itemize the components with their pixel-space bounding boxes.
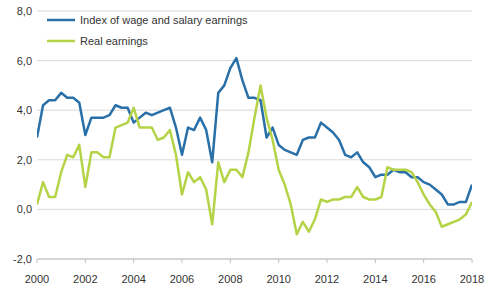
x-tick-label: 2008 — [218, 273, 242, 285]
y-tick-label: 2,0 — [17, 154, 32, 166]
x-tick-label: 2010 — [266, 273, 290, 285]
y-tick-label: 0,0 — [17, 203, 32, 215]
x-tick — [133, 259, 134, 263]
legend-label: Real earnings — [80, 35, 148, 47]
legend-label: Index of wage and salary earnings — [80, 14, 248, 26]
x-tick — [230, 259, 231, 263]
x-tick-label: 2016 — [411, 273, 435, 285]
grid-line — [37, 11, 472, 12]
plot-area — [37, 58, 472, 234]
legend-swatch — [47, 40, 75, 43]
grid-line — [37, 259, 472, 260]
x-tick-label: 2014 — [363, 273, 387, 285]
grid-line — [37, 60, 472, 61]
x-tick — [37, 259, 38, 263]
x-tick — [423, 259, 424, 263]
series-line — [37, 58, 472, 204]
x-tick-label: 2002 — [73, 273, 97, 285]
series-line — [37, 85, 472, 234]
x-tick — [327, 259, 328, 263]
y-tick-label: -2,0 — [13, 253, 32, 265]
grid-line — [37, 209, 472, 210]
x-tick-label: 2006 — [170, 273, 194, 285]
x-tick-label: 2000 — [25, 273, 49, 285]
x-tick — [375, 259, 376, 263]
x-tick-label: 2012 — [315, 273, 339, 285]
x-axis-line — [37, 259, 472, 260]
y-tick-label: 4,0 — [17, 104, 32, 116]
x-tick — [182, 259, 183, 263]
legend-swatch — [47, 19, 75, 22]
y-tick-label: 6,0 — [17, 55, 32, 67]
x-tick — [278, 259, 279, 263]
x-tick — [85, 259, 86, 263]
x-tick-label: 2004 — [121, 273, 145, 285]
x-tick — [472, 259, 473, 263]
y-tick-label: 8,0 — [17, 5, 32, 17]
grid-line — [37, 159, 472, 160]
grid-line — [37, 110, 472, 111]
x-tick-label: 2018 — [460, 273, 484, 285]
chart: -2,0 0,0 2,0 4,0 6,0 8,0 2000 2002 2004 2006 2008 2… — [0, 0, 491, 297]
